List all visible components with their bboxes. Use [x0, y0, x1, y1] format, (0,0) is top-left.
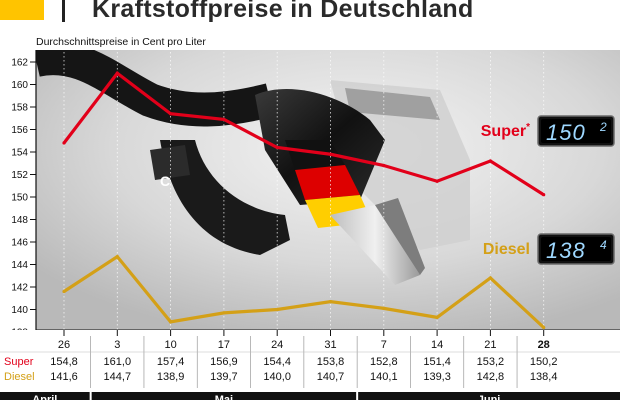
data-point: [169, 112, 173, 116]
table-value: 161,0: [104, 356, 132, 368]
data-point: [382, 163, 386, 168]
x-tick-label: 31: [324, 339, 336, 351]
table-value: 139,3: [423, 371, 451, 383]
month-band: [358, 392, 620, 400]
price-display-digits: 138: [546, 238, 586, 263]
table-value: 157,4: [157, 356, 185, 368]
series-line-diesel: [63, 254, 545, 329]
table-value: 140,7: [317, 371, 345, 383]
x-tick-label: 10: [164, 339, 176, 351]
x-tick-label: 21: [484, 339, 496, 351]
data-point: [115, 71, 119, 75]
y-tick-label: 140: [11, 305, 28, 316]
y-tick-label: 162: [11, 58, 28, 69]
y-tick-label: 154: [11, 148, 28, 159]
x-tick-label: 24: [271, 339, 283, 351]
month-band: [0, 392, 90, 400]
y-axis: 138140142144146148150152154156158160162: [11, 50, 37, 339]
table-value: 150,2: [530, 356, 558, 368]
chart-subtitle: Durchschnittspreise in Cent pro Liter: [36, 36, 206, 48]
x-tick-label: 14: [431, 339, 443, 351]
month-band: [91, 392, 357, 400]
table-value: 139,7: [210, 371, 238, 383]
chart-title: Kraftstoffpreise in Deutschland: [92, 0, 474, 23]
series-lines: [62, 71, 546, 330]
y-tick-label: 152: [11, 170, 28, 181]
table-value: 140,1: [370, 371, 398, 383]
table-value: 142,8: [477, 371, 505, 383]
price-display-superscript: 4: [600, 238, 607, 252]
x-tick-label: 3: [114, 339, 120, 351]
table-value: 138,4: [530, 371, 558, 383]
data-point: [62, 289, 66, 294]
y-tick-label: 156: [11, 125, 28, 136]
data-point: [222, 311, 226, 315]
data-point: [542, 193, 546, 197]
data-point: [275, 145, 279, 150]
price-display-screen: [541, 237, 611, 261]
row-label-diesel: Diesel: [4, 371, 35, 383]
data-point: [328, 300, 333, 304]
svg-text:C: C: [160, 173, 170, 189]
table-value: 154,4: [263, 356, 291, 368]
fuel-nozzle-photo: C: [36, 50, 620, 330]
series-label: Diesel: [483, 241, 530, 258]
table-background: [0, 330, 620, 390]
header-divider: [62, 0, 65, 22]
x-tick-label: 7: [381, 339, 387, 351]
data-point: [115, 255, 119, 259]
table-value: 153,8: [317, 356, 345, 368]
series-label: Super*: [481, 122, 530, 140]
data-point: [62, 141, 66, 145]
data-point: [222, 117, 226, 121]
table-value: 151,4: [423, 356, 451, 368]
y-tick-label: 148: [11, 215, 28, 226]
month-label: Juni: [478, 394, 501, 400]
data-point: [542, 325, 546, 330]
table-value: 153,2: [477, 356, 505, 368]
y-tick-label: 146: [11, 238, 28, 249]
y-tick-label: 144: [11, 260, 28, 271]
price-display-digits: 150: [546, 120, 586, 145]
y-tick-label: 160: [11, 80, 28, 91]
y-tick-label: 158: [11, 103, 28, 114]
table-value: 140,0: [263, 371, 291, 383]
month-bands: April Mai Juni: [0, 392, 620, 400]
data-point: [488, 159, 492, 163]
table-value: 141,6: [50, 371, 78, 383]
month-label: April: [32, 394, 57, 400]
table-value: 144,7: [104, 371, 132, 383]
y-tick-label: 150: [11, 193, 28, 204]
header: Kraftstoffpreise in Deutschland: [0, 0, 620, 26]
series-labels: Super* 150 2 Diesel 138 4: [481, 115, 615, 265]
data-point: [275, 307, 279, 312]
table-value: 154,8: [50, 356, 78, 368]
table-value: 156,9: [210, 356, 238, 368]
data-point: [328, 152, 333, 156]
table-value: 138,9: [157, 371, 185, 383]
data-point: [435, 315, 439, 319]
header-accent: [0, 0, 44, 20]
data-point: [169, 320, 173, 324]
price-display-screen: [541, 119, 611, 143]
data-point: [488, 276, 492, 280]
x-tick-label: 28: [538, 339, 550, 351]
x-tick-label: 17: [218, 339, 230, 351]
price-table: 26 3 10 17 24 31 7 14 21 28 Super 154,8 161,0 157,4 15…: [0, 330, 620, 390]
data-point: [435, 179, 439, 183]
x-tick-label: 26: [58, 339, 70, 351]
table-value: 152,8: [370, 356, 398, 368]
data-point: [382, 306, 386, 310]
month-label: Mai: [215, 394, 233, 400]
row-label-super: Super: [4, 356, 34, 368]
y-tick-label: 142: [11, 283, 28, 294]
series-line-super: [62, 71, 545, 197]
price-display-superscript: 2: [599, 120, 607, 134]
